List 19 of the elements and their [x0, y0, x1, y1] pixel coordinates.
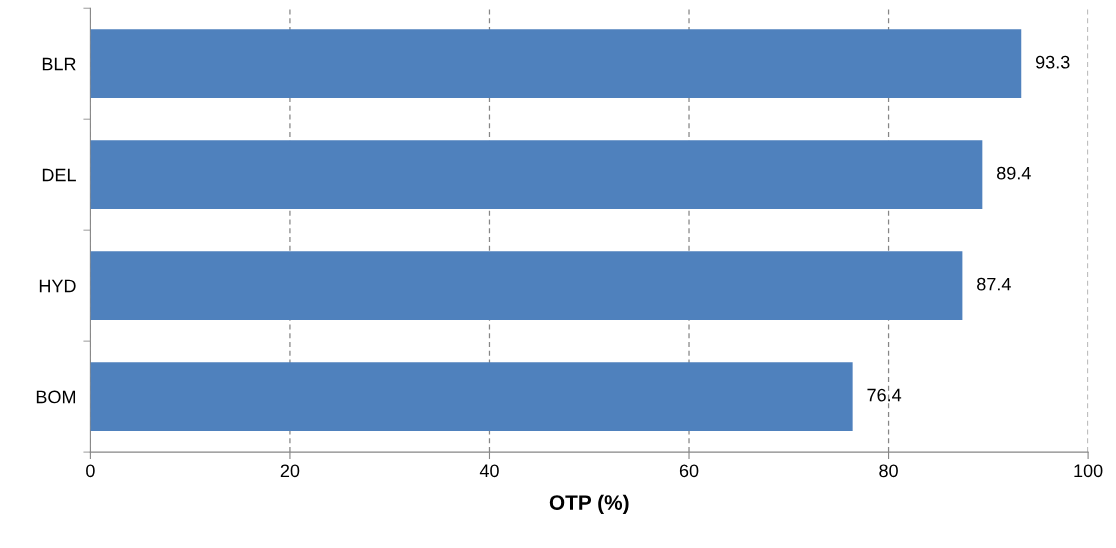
- y-tick-label: BOM: [36, 390, 76, 404]
- x-axis-title: OTP (%): [549, 494, 629, 515]
- x-tick-label: 80: [879, 464, 898, 478]
- bar: [90, 29, 1022, 99]
- x-tick-label: 0: [86, 464, 95, 478]
- x-tick-label: 20: [280, 464, 300, 478]
- bar: [90, 140, 983, 210]
- x-tick-label: 100: [1074, 464, 1103, 478]
- x-tick-label: 40: [479, 464, 499, 478]
- y-tick-label: HYD: [39, 279, 76, 293]
- y-tick-label: BLR: [42, 57, 76, 71]
- x-tick-label: 60: [679, 464, 699, 478]
- bar: [90, 251, 963, 321]
- bar: [90, 362, 853, 432]
- data-label: 89.4: [997, 166, 1031, 180]
- data-label: 76.4: [867, 388, 902, 402]
- data-label: 93.3: [1035, 55, 1070, 69]
- y-tick-label: DEL: [42, 168, 76, 182]
- data-label: 87.4: [977, 277, 1011, 291]
